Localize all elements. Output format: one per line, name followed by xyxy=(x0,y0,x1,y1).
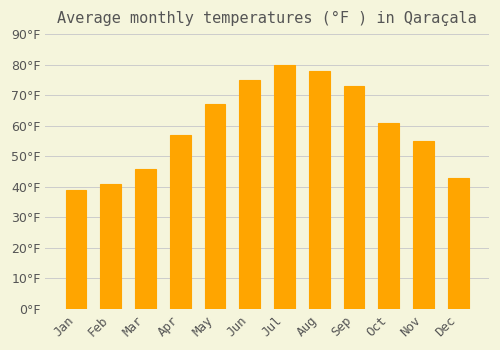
Bar xyxy=(448,178,468,309)
Bar xyxy=(135,169,156,309)
Bar xyxy=(100,184,121,309)
Bar xyxy=(274,65,295,309)
Bar xyxy=(204,104,226,309)
Bar xyxy=(413,141,434,309)
Bar xyxy=(309,71,330,309)
Bar xyxy=(378,123,399,309)
Bar xyxy=(344,86,364,309)
Bar xyxy=(170,135,190,309)
Title: Average monthly temperatures (°F ) in Qaraçala: Average monthly temperatures (°F ) in Qa… xyxy=(58,11,477,26)
Bar xyxy=(66,190,86,309)
Bar xyxy=(240,80,260,309)
